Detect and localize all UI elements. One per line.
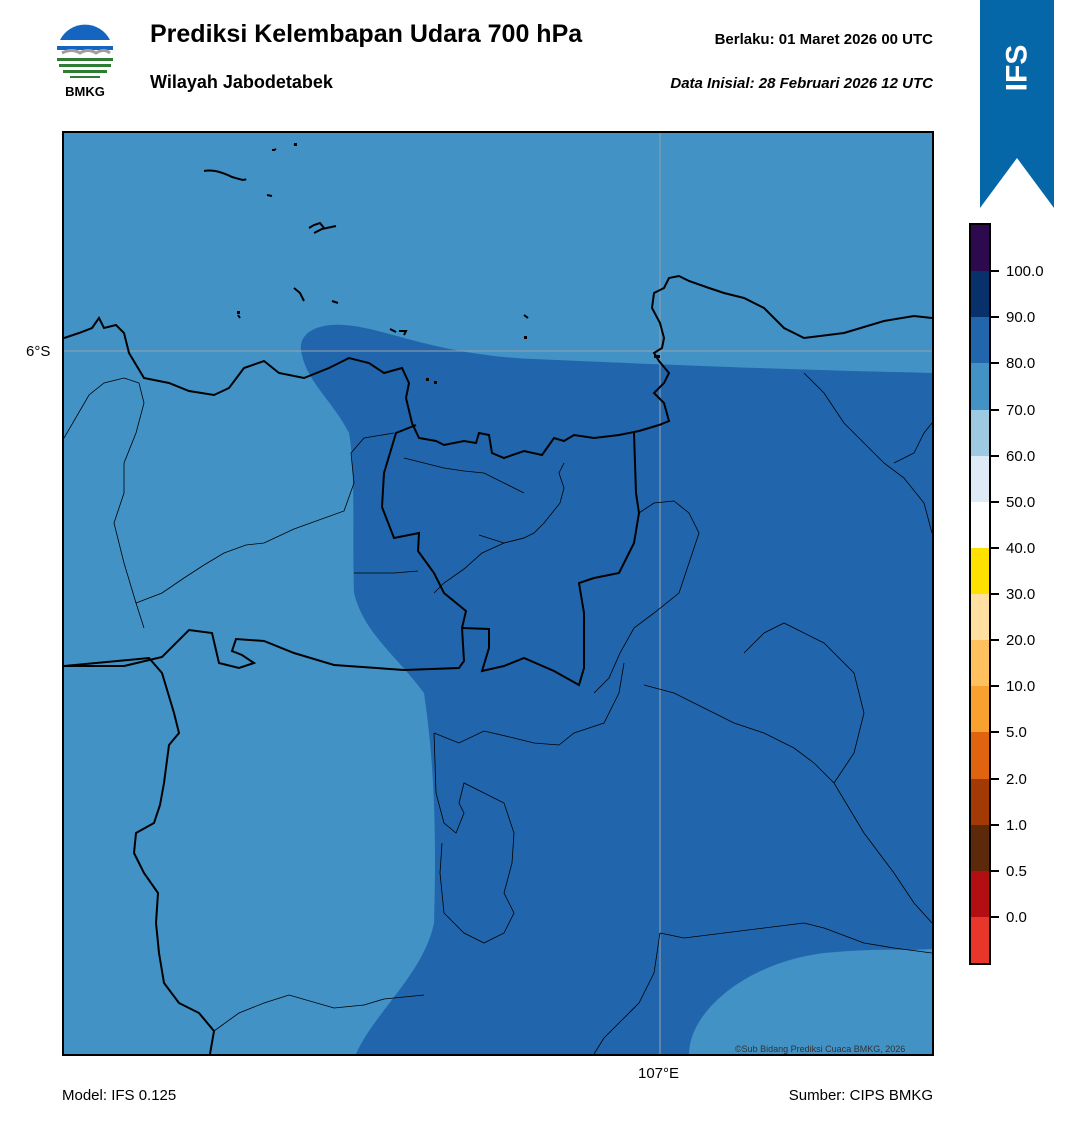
colorbar-segment (971, 501, 989, 548)
colorbar-tick: 30.0 (991, 587, 1035, 602)
init-time: Data Inisial: 28 Februari 2026 12 UTC (670, 75, 933, 92)
colorbar-tick: 1.0 (991, 818, 1027, 833)
colorbar-tick: 90.0 (991, 310, 1035, 325)
bmkg-logo (55, 20, 115, 80)
colorbar-segment (971, 686, 989, 733)
colorbar-segment (971, 363, 989, 410)
colorbar-segment (971, 455, 989, 502)
colorbar-segment (971, 916, 989, 963)
colorbar-tick: 2.0 (991, 772, 1027, 787)
colorbar-tick-label: 1.0 (1006, 816, 1027, 834)
colorbar-segment (971, 547, 989, 594)
colorbar-segment (971, 271, 989, 318)
colorbar-tick-label: 0.0 (1006, 908, 1027, 926)
colorbar-tick-label: 80.0 (1006, 354, 1036, 372)
colorbar-segment (971, 409, 989, 456)
colorbar-segment (971, 778, 989, 825)
colorbar-tick: 0.5 (991, 864, 1027, 879)
map-subtitle: Wilayah Jabodetabek (150, 72, 333, 92)
valid-time: Berlaku: 01 Maret 2026 00 UTC (714, 31, 933, 48)
colorbar-tick-label: 60.0 (1006, 447, 1036, 465)
colorbar-tick: 5.0 (991, 725, 1027, 740)
colorbar-tick: 60.0 (991, 449, 1035, 464)
colorbar-segment (971, 594, 989, 641)
ifs-badge-text: IFS (999, 44, 1033, 92)
longitude-label: 107°E (638, 1065, 680, 1082)
model-label: Model: IFS 0.125 (62, 1087, 177, 1104)
latitude-label: 6°S (26, 343, 51, 360)
colorbar-tick-label: 100.0 (1006, 262, 1044, 280)
colorbar-segment (971, 732, 989, 779)
logo-text: BMKG (65, 84, 105, 99)
colorbar-tick: 20.0 (991, 633, 1035, 648)
map-credit: ©Sub Bidang Prediksi Cuaca BMKG, 2026 (735, 1044, 906, 1054)
source-label: Sumber: CIPS BMKG (788, 1087, 933, 1104)
colorbar-tick-label: 0.5 (1006, 862, 1027, 880)
colorbar-tick: 0.0 (991, 910, 1027, 925)
colorbar-tick-label: 30.0 (1006, 585, 1036, 603)
colorbar-tick: 50.0 (991, 495, 1035, 510)
small-islands (237, 143, 660, 384)
colorbar-segment (971, 870, 989, 917)
colorbar-tick: 100.0 (991, 264, 1044, 279)
humidity-map (62, 131, 934, 1056)
humidity-80-90-band (300, 324, 932, 1054)
humidity-70-80-patch (689, 949, 932, 1054)
colorbar-segment (971, 640, 989, 687)
colorbar-tick: 80.0 (991, 356, 1035, 371)
colorbar-tick-label: 70.0 (1006, 401, 1036, 419)
colorbar (969, 223, 991, 965)
colorbar-tick-label: 10.0 (1006, 677, 1036, 695)
colorbar-tick-label: 20.0 (1006, 631, 1036, 649)
colorbar-tick-label: 5.0 (1006, 723, 1027, 741)
colorbar-tick-label: 2.0 (1006, 770, 1027, 788)
colorbar-tick-label: 90.0 (1006, 308, 1036, 326)
colorbar-tick: 70.0 (991, 403, 1035, 418)
ifs-ribbon (980, 0, 1054, 208)
map-title: Prediksi Kelembapan Udara 700 hPa (150, 20, 583, 48)
colorbar-tick: 40.0 (991, 541, 1035, 556)
coastline (64, 143, 932, 460)
colorbar-segment (971, 225, 989, 272)
province-boundary (64, 424, 641, 1054)
colorbar-tick: 10.0 (991, 679, 1035, 694)
colorbar-tick-label: 50.0 (1006, 493, 1036, 511)
colorbar-segment (971, 824, 989, 871)
colorbar-tick-label: 40.0 (1006, 539, 1036, 557)
regency-boundaries (64, 372, 932, 1054)
colorbar-segment (971, 317, 989, 364)
